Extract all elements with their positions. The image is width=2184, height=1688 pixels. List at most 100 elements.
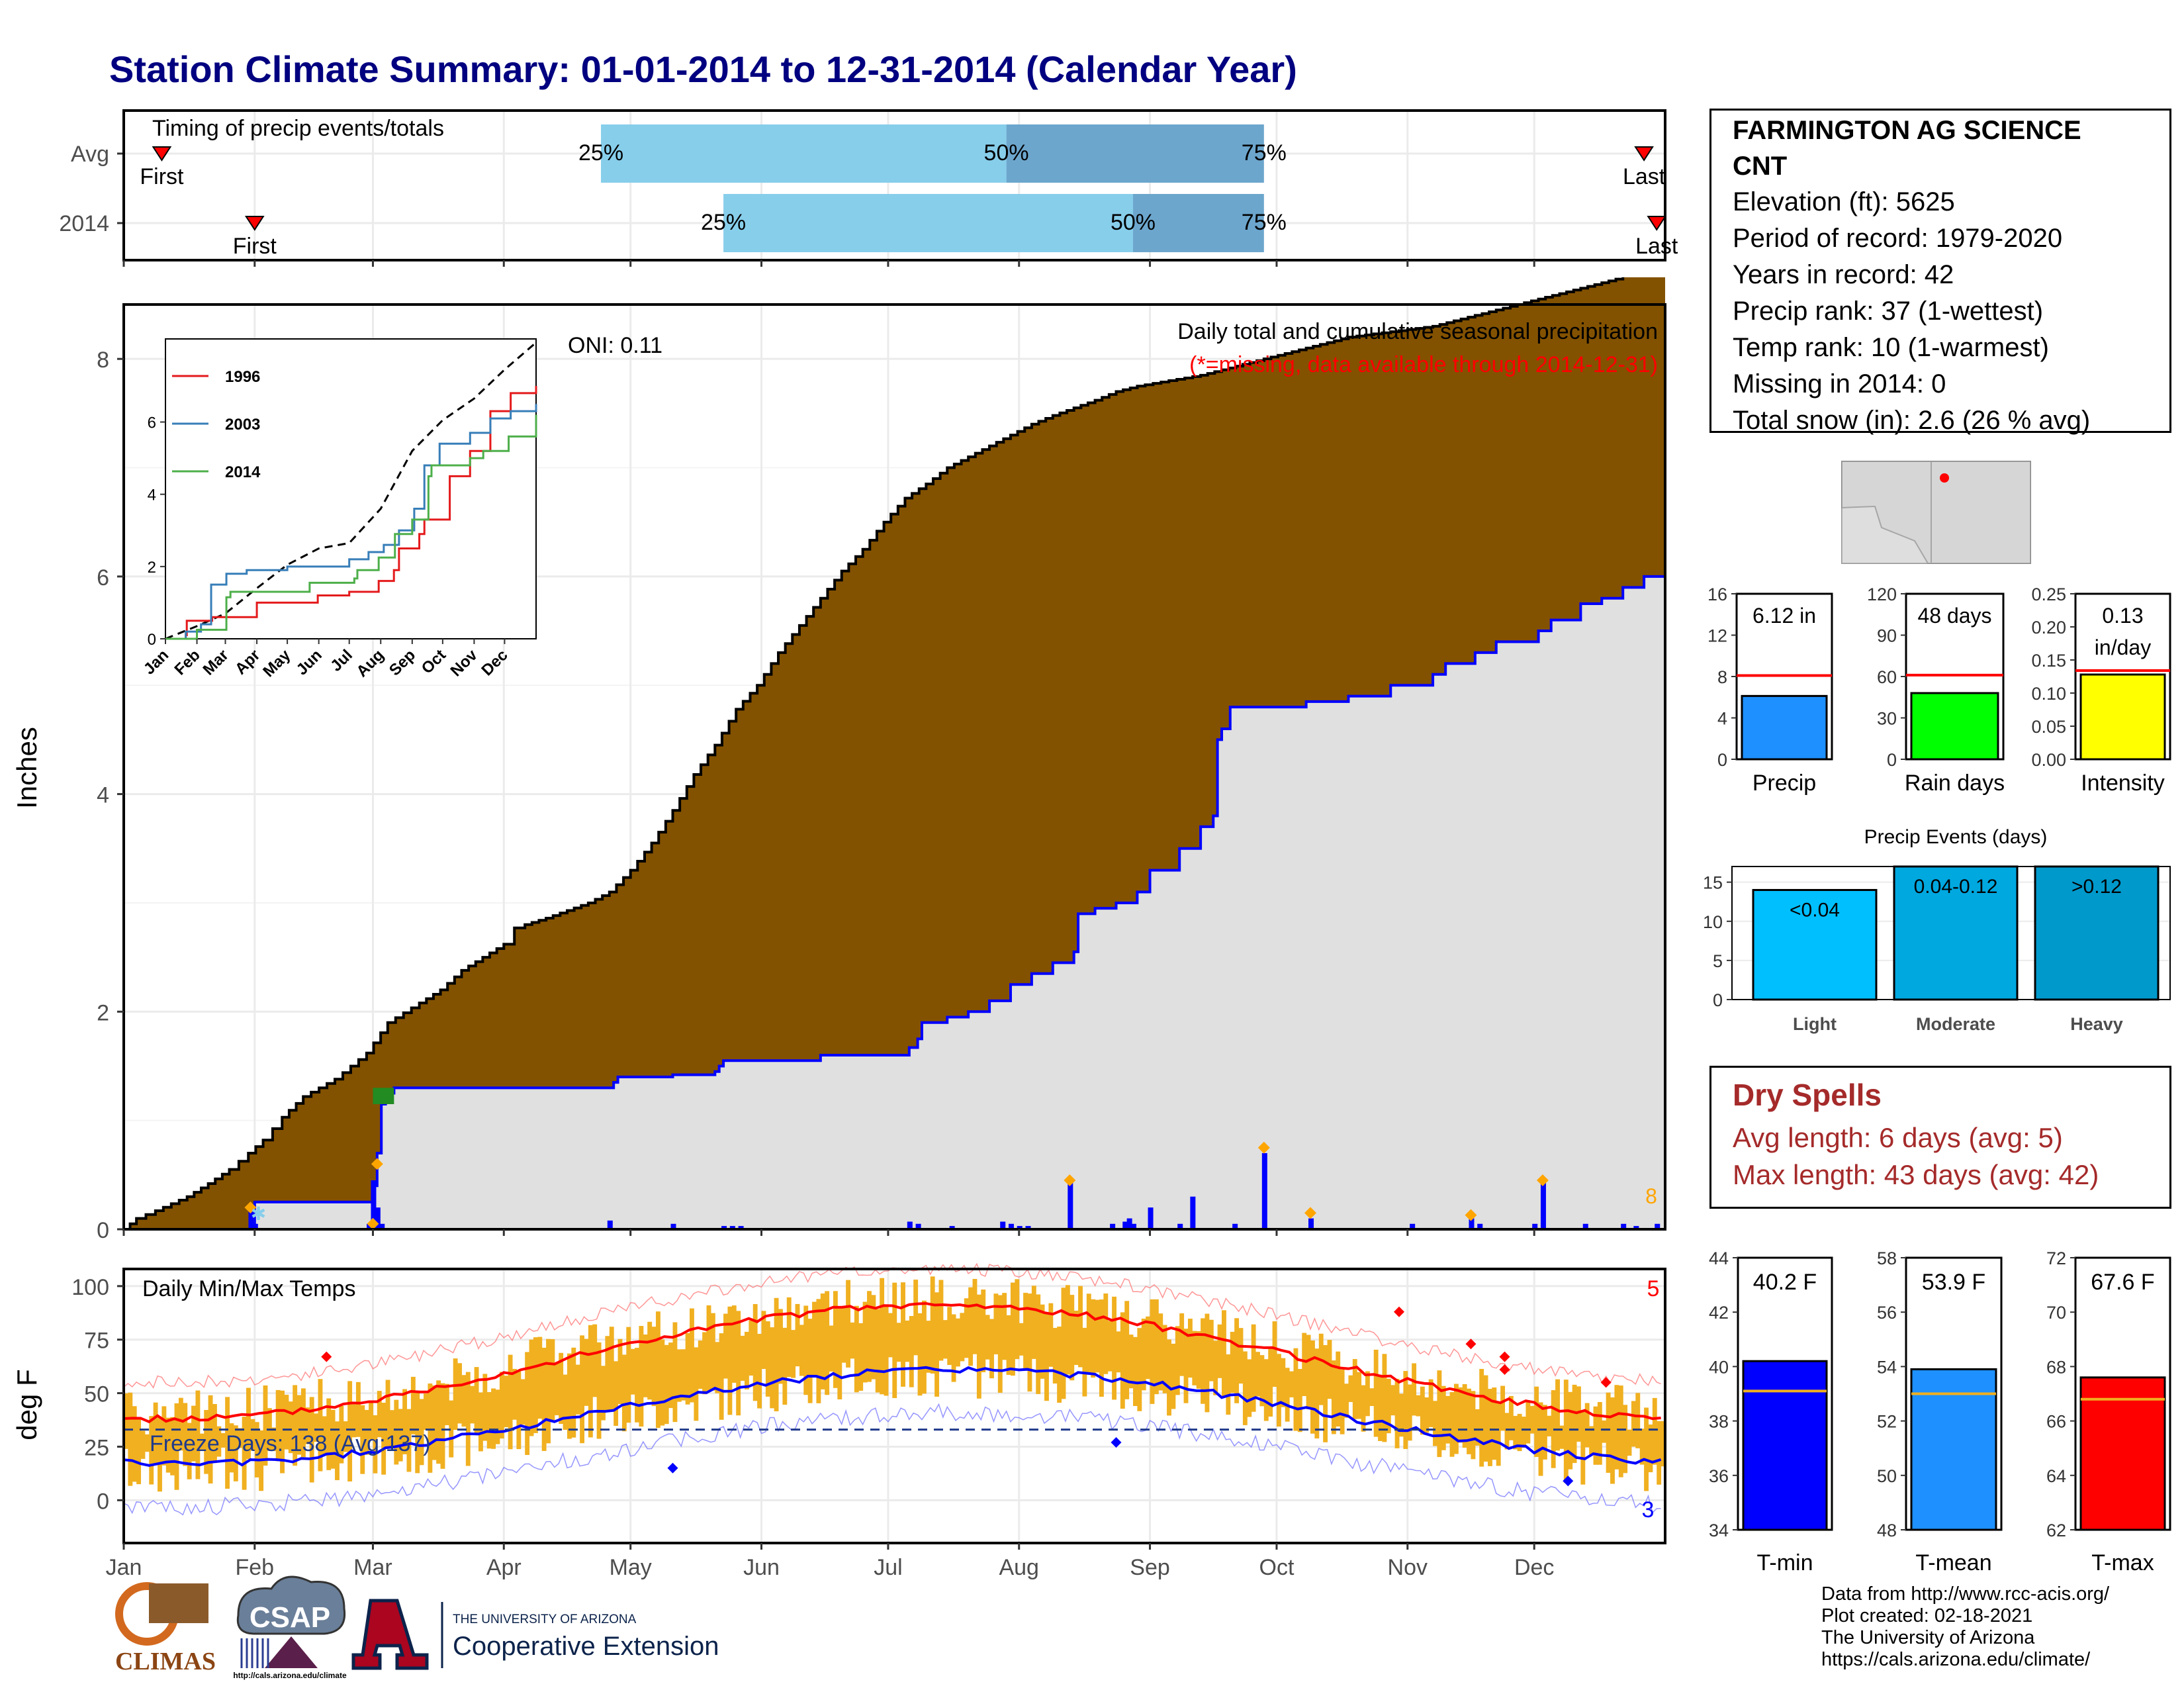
- daily-temp-range-bar: [1150, 1299, 1155, 1404]
- daily-temp-range-bar: [1390, 1385, 1396, 1416]
- daily-temp-range-bar: [415, 1390, 420, 1474]
- dry-spells-title: Dry Spells: [1733, 1078, 1882, 1112]
- daily-temp-range-bar: [1179, 1313, 1185, 1376]
- daily-temp-range-bar: [765, 1321, 770, 1397]
- events-bar: [1893, 865, 2019, 1001]
- mini-bar-ytick-label: 0.05: [2031, 717, 2066, 737]
- daily-precip-bar: [949, 1226, 955, 1229]
- daily-temp-range-bar: [1483, 1375, 1488, 1462]
- timing-last-label: Last: [1635, 234, 1678, 259]
- daily-precip-bar: [367, 1223, 373, 1229]
- dry-spells-max: Max length: 43 days (avg: 42): [1733, 1159, 2099, 1190]
- daily-temp-range-bar: [1187, 1319, 1193, 1378]
- daily-temp-range-bar: [719, 1333, 724, 1420]
- daily-temp-range-bar: [1297, 1369, 1302, 1432]
- daily-temp-range-bar: [124, 1393, 128, 1449]
- daily-temp-range-bar: [246, 1387, 251, 1460]
- daily-temp-range-bar: [1146, 1316, 1151, 1380]
- daily-temp-range-bar: [1027, 1293, 1032, 1392]
- daily-temp-range-bar: [1285, 1368, 1290, 1422]
- daily-temp-range-bar: [951, 1314, 956, 1382]
- daily-temp-range-bar: [212, 1403, 217, 1464]
- events-panel-frame: [1731, 866, 2171, 1000]
- daily-precip-bar: [1261, 1152, 1267, 1229]
- timing-pct-25: 25%: [578, 140, 623, 165]
- state-map-overlay: [1842, 461, 2030, 563]
- freeze-days-label: Freeze Days: 138 (Avg:137): [150, 1431, 431, 1456]
- daily-temp-range-bar: [1069, 1295, 1075, 1381]
- daily-temp-range-bar: [1255, 1352, 1260, 1397]
- daily-temp-range-bar: [710, 1313, 715, 1391]
- daily-precip-bar: [907, 1221, 913, 1229]
- station-name: FARMINGTON AG SCIENCE: [1733, 116, 2081, 145]
- daily-temp-range-bar: [161, 1406, 167, 1466]
- daily-temp-range-bar: [626, 1327, 631, 1423]
- precip-ylabel: Inches: [11, 727, 42, 809]
- daily-temp-range-bar: [1133, 1336, 1138, 1407]
- inset-legend-label: 1996: [225, 368, 260, 386]
- mini-bar-label: Intensity: [2081, 771, 2165, 796]
- daily-precip-bar: [607, 1220, 613, 1229]
- event-marker-icon: [1257, 1141, 1270, 1154]
- mini-bar-ytick-label: 12: [1707, 626, 1727, 646]
- daily-precip-bar: [1532, 1223, 1538, 1229]
- daily-temp-range-bar: [512, 1368, 517, 1420]
- event-marker-icon: [1536, 1174, 1549, 1187]
- daily-temp-range-bar: [144, 1434, 150, 1452]
- daily-temp-range-bar: [1141, 1319, 1146, 1391]
- inset-avg-line: [165, 342, 537, 640]
- mini-bar-value-label-2: in/day: [2095, 635, 2151, 659]
- daily-temp-range-bar: [588, 1325, 593, 1438]
- daily-temp-range-bar: [263, 1385, 268, 1466]
- record-high-count: 5: [1647, 1276, 1660, 1301]
- daily-temp-range-bar: [183, 1403, 188, 1466]
- station-missing: Missing in 2014: 0: [1733, 369, 1946, 399]
- daily-temp-range-bar: [723, 1313, 728, 1379]
- daily-temp-range-bar: [1378, 1374, 1383, 1441]
- daily-temp-range-bar: [158, 1417, 162, 1492]
- temp-bar-ytick-label: 56: [1877, 1303, 1897, 1323]
- temp-heading: Daily Min/Max Temps: [142, 1276, 355, 1301]
- mini-bar-label: Precip: [1752, 771, 1816, 796]
- precip-ytick-label: 4: [97, 783, 109, 808]
- daily-precip-bar: [915, 1223, 921, 1229]
- daily-temp-range-bar: [1057, 1327, 1062, 1403]
- inset-legend-label: 2014: [225, 463, 261, 481]
- daily-temp-range-bar: [1263, 1359, 1269, 1421]
- ua-logo-main-text: Cooperative Extension: [453, 1632, 719, 1661]
- daily-temp-range-bar: [432, 1385, 437, 1460]
- daily-temp-range-bar: [1542, 1405, 1547, 1460]
- daily-temp-range-bar: [1222, 1310, 1226, 1397]
- daily-temp-range-bar: [1120, 1312, 1125, 1409]
- daily-precip-bar: [738, 1226, 744, 1229]
- daily-temp-range-bar: [901, 1282, 905, 1387]
- csap-logo-text: CSAP: [250, 1601, 330, 1634]
- precip-heading: Daily total and cumulative seasonal prec…: [1177, 319, 1658, 344]
- station-elevation: Elevation (ft): 5625: [1733, 187, 1955, 216]
- daily-temp-range-bar: [816, 1299, 821, 1403]
- daily-temp-range-bar: [774, 1297, 779, 1412]
- event-marker-icon: [371, 1158, 383, 1170]
- daily-temp-range-bar: [1019, 1323, 1024, 1356]
- daily-precip-bar: [1131, 1223, 1137, 1229]
- daily-precip-bar: [1655, 1223, 1661, 1229]
- mini-bar-ytick-label: 0.10: [2031, 684, 2066, 704]
- timing-pct-75: 75%: [1242, 140, 1287, 165]
- credit-institution: The University of Arizona: [1821, 1627, 2035, 1648]
- daily-temp-range-bar: [968, 1287, 974, 1366]
- daily-temp-range-bar: [1644, 1407, 1649, 1491]
- daily-temp-range-bar: [1386, 1378, 1391, 1434]
- daily-temp-range-bar: [389, 1410, 394, 1448]
- daily-precip-bar: [379, 1223, 385, 1229]
- temp-xtick-label: Oct: [1259, 1555, 1295, 1580]
- daily-temp-range-bar: [360, 1405, 365, 1474]
- daily-temp-range-bar: [862, 1301, 868, 1383]
- timing-pct-75: 75%: [1242, 210, 1287, 235]
- daily-temp-range-bar: [153, 1402, 158, 1466]
- mini-bar-ytick-label: 0: [1887, 750, 1897, 770]
- daily-temp-range-bar: [655, 1311, 660, 1429]
- daily-temp-range-bar: [1340, 1369, 1345, 1434]
- timing-pct-50: 50%: [1111, 210, 1156, 235]
- mini-bar-ytick-label: 0.25: [2031, 585, 2066, 604]
- daily-temp-range-bar: [592, 1324, 598, 1397]
